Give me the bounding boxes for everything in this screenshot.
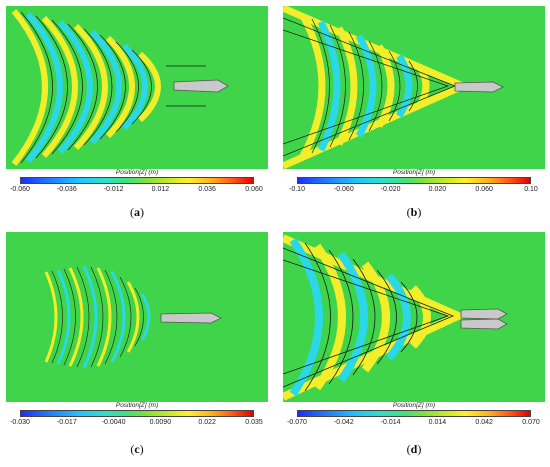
colorbar-tick: -0.014: [380, 419, 401, 426]
colorbar-title: Position[Z] (m): [392, 402, 436, 409]
colorbar-tick: 0.012: [151, 186, 170, 193]
ship-hull-icon: [454, 81, 504, 93]
panel-caption: (d): [406, 442, 422, 456]
colorbar-tick: -0.060: [333, 186, 354, 193]
wave-contour-plot: [283, 6, 545, 169]
colorbar-tick: 0.070: [522, 419, 540, 426]
wave-contour-plot: [6, 232, 268, 402]
panel-caption: (b): [406, 205, 422, 219]
colorbar-tick: 0.0090: [149, 419, 172, 426]
colorbar-tick: 0.060: [475, 186, 493, 193]
colorbar-tick: 0.042: [475, 419, 493, 426]
panel-c: Position[Z] (m) -0.030 -0.017 -0.0040 0.…: [6, 232, 268, 460]
colorbar-tick: -0.017: [56, 419, 77, 426]
colorbar-title: Position[Z] (m): [115, 169, 159, 176]
colorbar-tick: -0.060: [10, 186, 30, 193]
ship-hull-icon: [460, 318, 508, 330]
colorbar-tick: -0.10: [289, 186, 305, 193]
colorbar-tick: -0.020: [380, 186, 401, 193]
wave-contour-plot: [283, 232, 545, 402]
colorbar: [20, 177, 254, 184]
ship-hull-icon: [160, 312, 222, 324]
colorbar-title: Position[Z] (m): [115, 402, 159, 409]
panel-caption: (c): [130, 442, 144, 456]
panel-a: Position[Z] (m) -0.060 -0.036 -0.012 0.0…: [6, 6, 268, 219]
wave-contour-plot: [6, 6, 268, 169]
colorbar-tick: 0.020: [428, 186, 447, 193]
colorbar: [297, 410, 531, 417]
colorbar-tick: 0.036: [198, 186, 216, 193]
colorbar-tick: -0.030: [10, 419, 30, 426]
ship-hull-icon: [173, 79, 229, 93]
colorbar-tick: 0.035: [245, 419, 263, 426]
panel-caption: (a): [130, 205, 144, 219]
colorbar-tick: -0.0040: [101, 419, 126, 426]
colorbar-tick: -0.070: [287, 419, 307, 426]
colorbar-title: Position[Z] (m): [392, 169, 436, 176]
colorbar-tick: 0.060: [245, 186, 263, 193]
colorbar-tick: -0.036: [56, 186, 77, 193]
colorbar-tick: -0.012: [103, 186, 124, 193]
panel-b: Position[Z] (m) -0.10 -0.060 -0.020 0.02…: [283, 6, 545, 219]
colorbar-tick: 0.10: [524, 186, 538, 193]
colorbar-tick: 0.014: [428, 419, 447, 426]
colorbar-tick: 0.022: [198, 419, 216, 426]
colorbar-tick: -0.042: [333, 419, 354, 426]
ship-hull-icon: [460, 308, 508, 320]
colorbar: [297, 177, 531, 184]
colorbar: [20, 410, 254, 417]
panel-d: Position[Z] (m) -0.070 -0.042 -0.014 0.0…: [283, 232, 545, 460]
